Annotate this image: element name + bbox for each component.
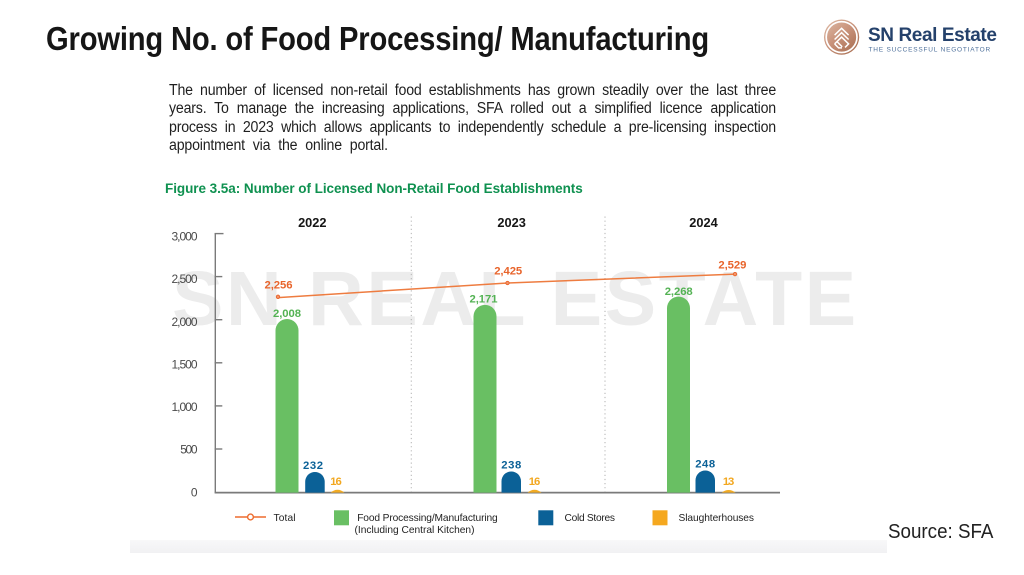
svg-text:2,268: 2,268 [665, 286, 693, 298]
svg-text:Total: Total [274, 513, 296, 524]
svg-text:THE SUCCESSFUL NEGOTIATOR: THE SUCCESSFUL NEGOTIATOR [869, 47, 991, 54]
svg-text:238: 238 [501, 459, 521, 471]
svg-text:SN Real Estate: SN Real Estate [868, 25, 997, 46]
svg-text:Slaughterhouses: Slaughterhouses [679, 513, 755, 524]
svg-text:2,256: 2,256 [265, 280, 293, 292]
svg-text:2,008: 2,008 [273, 308, 301, 320]
svg-text:Food Processing/Manufacturing: Food Processing/Manufacturing [357, 513, 498, 524]
svg-text:2022: 2022 [298, 215, 326, 230]
svg-text:13: 13 [723, 476, 735, 488]
svg-text:2,425: 2,425 [494, 266, 522, 278]
svg-text:2023: 2023 [497, 215, 525, 230]
svg-text:2,000: 2,000 [172, 315, 198, 329]
svg-text:3,000: 3,000 [172, 230, 198, 244]
svg-text:500: 500 [180, 443, 198, 457]
svg-text:2,500: 2,500 [172, 272, 198, 286]
svg-text:1,000: 1,000 [172, 400, 198, 414]
svg-text:2024: 2024 [689, 215, 718, 230]
svg-text:232: 232 [303, 460, 323, 472]
svg-text:Cold Stores: Cold Stores [565, 513, 616, 524]
svg-text:16: 16 [529, 476, 541, 488]
svg-text:2,529: 2,529 [718, 260, 746, 272]
svg-text:16: 16 [330, 476, 342, 488]
svg-text:1,500: 1,500 [172, 357, 198, 371]
svg-text:248: 248 [695, 458, 715, 470]
svg-text:2,171: 2,171 [470, 294, 498, 306]
svg-text:(Including Central Kitchen): (Including Central Kitchen) [355, 525, 475, 536]
svg-text:0: 0 [191, 486, 198, 500]
